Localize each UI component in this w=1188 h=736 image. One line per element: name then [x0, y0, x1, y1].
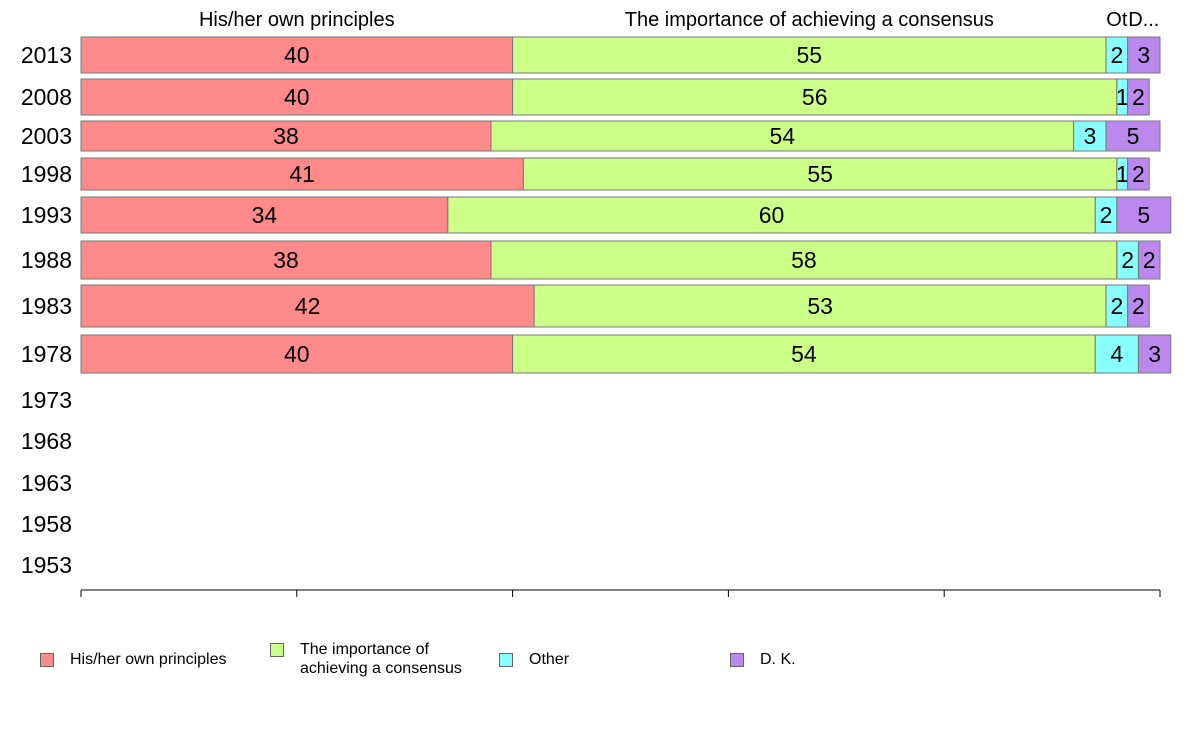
bar-segment-1988-1	[490, 240, 1118, 280]
legend-label: His/her own principles	[70, 651, 227, 668]
year-label-2003: 2003	[21, 123, 72, 149]
bar-segment-2013-1	[512, 36, 1107, 74]
legend-swatch	[270, 643, 284, 657]
data-label-2008-0: 40	[284, 84, 310, 110]
data-label-1983-0: 42	[295, 293, 321, 319]
bar-segment-2003-2	[1073, 120, 1107, 152]
data-label-1978-0: 40	[284, 341, 310, 367]
bar-segment-1983-0	[80, 284, 535, 328]
legend-swatch	[730, 653, 744, 667]
bar-segment-1993-1	[447, 196, 1096, 234]
bar-segment-1998-3	[1127, 157, 1150, 191]
legend-swatch	[40, 653, 54, 667]
legend-item-1: The importance of achieving a consensus	[270, 640, 462, 678]
data-label-2013-2: 2	[1110, 42, 1123, 68]
data-label-1993-2: 2	[1100, 202, 1113, 228]
data-label-1988-1: 58	[791, 247, 817, 273]
year-label-1978: 1978	[21, 341, 72, 367]
series-header-0: His/her own principles	[199, 9, 395, 31]
data-label-1998-0: 41	[289, 161, 315, 187]
data-label-2008-3: 2	[1132, 84, 1145, 110]
year-label-2013: 2013	[21, 42, 72, 68]
data-label-1988-3: 2	[1143, 247, 1156, 273]
year-label-2008: 2008	[21, 84, 72, 110]
year-label-1958: 1958	[21, 511, 72, 537]
bar-segment-2008-1	[512, 78, 1118, 116]
bar-segment-1978-2	[1094, 334, 1139, 374]
data-label-1983-1: 53	[807, 293, 833, 319]
data-label-2008-2: 1	[1116, 84, 1129, 110]
bar-segment-2008-0	[80, 78, 514, 116]
legend: His/her own principles The importance of …	[0, 640, 1188, 700]
data-label-2003-2: 3	[1083, 123, 1096, 149]
year-label-1968: 1968	[21, 428, 72, 454]
year-label-1973: 1973	[21, 387, 72, 413]
bar-segment-1978-3	[1137, 334, 1172, 374]
bar-segment-1983-1	[533, 284, 1107, 328]
year-label-1953: 1953	[21, 552, 72, 578]
series-header-1: The importance of achieving a consensus	[625, 9, 994, 31]
bar-segment-1978-0	[80, 334, 514, 374]
bar-segment-1998-0	[80, 157, 524, 191]
data-label-2003-1: 54	[770, 123, 796, 149]
data-label-1978-1: 54	[791, 341, 817, 367]
bar-segment-2013-0	[80, 36, 514, 74]
legend-item-2: Other	[499, 650, 569, 669]
bar-segment-1983-3	[1127, 284, 1150, 328]
legend-swatch	[499, 653, 513, 667]
bar-segment-1988-3	[1137, 240, 1161, 280]
legend-label: D. K.	[760, 651, 796, 668]
bar-segment-2003-1	[490, 120, 1075, 152]
data-label-2003-3: 5	[1127, 123, 1140, 149]
data-label-1978-2: 4	[1110, 341, 1123, 367]
data-label-1998-3: 2	[1132, 161, 1145, 187]
legend-item-0: His/her own principles	[40, 650, 227, 669]
legend-label: Other	[529, 651, 570, 668]
data-label-1988-2: 2	[1121, 247, 1134, 273]
data-label-1983-3: 2	[1132, 293, 1145, 319]
bar-segment-1988-0	[80, 240, 492, 280]
stacked-bar-chart: His/her own principles The importance of …	[21, 9, 1172, 597]
data-label-1993-3: 5	[1137, 202, 1150, 228]
data-label-1983-2: 2	[1110, 293, 1123, 319]
data-label-1993-0: 34	[252, 202, 278, 228]
year-label-1983: 1983	[21, 293, 72, 319]
bar-segment-2003-0	[80, 120, 492, 152]
bar-segment-1993-3	[1116, 196, 1172, 234]
data-label-2013-3: 3	[1137, 42, 1150, 68]
data-label-2013-1: 55	[797, 42, 823, 68]
legend-item-3: D. K.	[730, 650, 796, 669]
data-label-1978-3: 3	[1148, 341, 1161, 367]
year-label-1993: 1993	[21, 202, 72, 228]
series-header-3: D...	[1128, 9, 1159, 31]
series-header-2: Ot	[1106, 9, 1128, 31]
bar-segment-2013-3	[1127, 36, 1161, 74]
bar-segment-1993-0	[80, 196, 449, 234]
bar-segment-2008-3	[1127, 78, 1150, 116]
data-label-1988-0: 38	[273, 247, 299, 273]
bar-segment-2003-3	[1105, 120, 1161, 152]
legend-label: The importance of achieving a consensus	[300, 641, 462, 677]
year-label-1998: 1998	[21, 161, 72, 187]
data-label-2013-0: 40	[284, 42, 310, 68]
data-label-2003-0: 38	[273, 123, 299, 149]
data-label-1993-1: 60	[759, 202, 785, 228]
data-label-1998-1: 55	[807, 161, 833, 187]
bar-segment-1978-1	[512, 334, 1096, 374]
bar-segment-1998-1	[522, 157, 1118, 191]
data-label-2008-1: 56	[802, 84, 828, 110]
year-label-1988: 1988	[21, 247, 72, 273]
year-label-1963: 1963	[21, 470, 72, 496]
data-label-1998-2: 1	[1116, 161, 1129, 187]
